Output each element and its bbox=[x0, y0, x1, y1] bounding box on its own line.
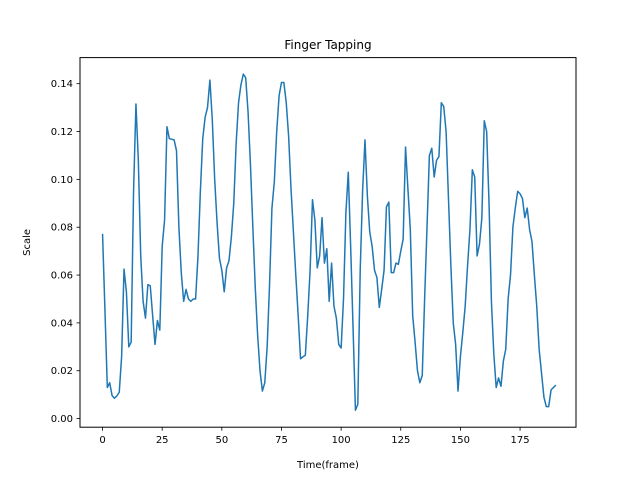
x-tick-label: 125 bbox=[391, 435, 410, 446]
y-tick-label: 0.02 bbox=[51, 366, 73, 377]
x-tick-label: 150 bbox=[451, 435, 470, 446]
x-tick-label: 75 bbox=[275, 435, 288, 446]
x-tick-label: 100 bbox=[332, 435, 351, 446]
x-tick-label: 50 bbox=[215, 435, 228, 446]
y-tick-label: 0.10 bbox=[51, 175, 73, 186]
y-tick-label: 0.04 bbox=[51, 318, 73, 329]
x-axis-label: Time(frame) bbox=[296, 460, 359, 471]
x-tick-label: 0 bbox=[99, 435, 105, 446]
y-axis-ticks: 0.00 0.02 0.04 0.06 0.08 0.10 0.12 0.14 bbox=[51, 79, 80, 425]
chart-title: Finger Tapping bbox=[284, 38, 371, 52]
plot-area bbox=[101, 73, 557, 411]
y-tick-label: 0.14 bbox=[51, 79, 73, 90]
x-axis-ticks: 0 25 50 75 100 125 150 175 bbox=[99, 427, 530, 446]
x-tick-label: 25 bbox=[156, 435, 169, 446]
y-tick-label: 0.00 bbox=[51, 414, 73, 425]
x-tick-label: 175 bbox=[511, 435, 530, 446]
series-line bbox=[101, 73, 557, 411]
y-axis-label: Scale bbox=[22, 229, 33, 256]
y-tick-label: 0.12 bbox=[51, 127, 73, 138]
y-tick-label: 0.08 bbox=[51, 223, 73, 234]
y-tick-label: 0.06 bbox=[51, 271, 73, 282]
axes-frame bbox=[79, 57, 577, 428]
